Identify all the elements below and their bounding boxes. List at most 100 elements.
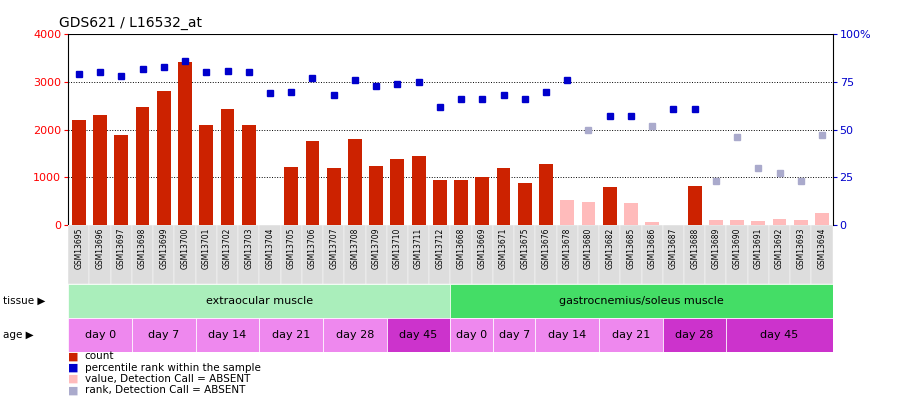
- Bar: [178, 62, 192, 225]
- Bar: [705, 225, 726, 283]
- Bar: [387, 318, 450, 352]
- Bar: [539, 164, 553, 225]
- Bar: [259, 318, 323, 352]
- Text: GSM13685: GSM13685: [626, 228, 635, 269]
- Bar: [790, 225, 812, 283]
- Text: GDS621 / L16532_at: GDS621 / L16532_at: [59, 16, 202, 30]
- Text: count: count: [85, 352, 114, 361]
- Bar: [621, 225, 642, 283]
- Text: day 7: day 7: [499, 330, 530, 340]
- Bar: [748, 225, 769, 283]
- Bar: [93, 115, 107, 225]
- Bar: [812, 225, 833, 283]
- Bar: [581, 202, 595, 225]
- Bar: [175, 225, 196, 283]
- Text: GSM13688: GSM13688: [690, 228, 699, 269]
- Text: extraocular muscle: extraocular muscle: [206, 296, 313, 306]
- Bar: [514, 225, 535, 283]
- Text: GSM13712: GSM13712: [435, 228, 444, 269]
- Bar: [624, 203, 638, 225]
- Bar: [68, 318, 132, 352]
- Bar: [115, 135, 128, 225]
- Text: day 7: day 7: [148, 330, 179, 340]
- Bar: [196, 318, 259, 352]
- Bar: [602, 187, 617, 225]
- Text: ■: ■: [68, 374, 79, 384]
- Bar: [323, 225, 344, 283]
- Bar: [535, 225, 557, 283]
- Text: ■: ■: [68, 352, 79, 361]
- Bar: [238, 225, 259, 283]
- Text: GSM13693: GSM13693: [796, 228, 805, 269]
- Bar: [471, 225, 493, 283]
- Text: day 0: day 0: [456, 330, 487, 340]
- Bar: [132, 225, 153, 283]
- Bar: [284, 167, 298, 225]
- Text: gastrocnemius/soleus muscle: gastrocnemius/soleus muscle: [559, 296, 724, 306]
- Bar: [344, 225, 366, 283]
- Bar: [220, 109, 235, 225]
- Text: GSM13689: GSM13689: [712, 228, 721, 269]
- Text: GSM13708: GSM13708: [350, 228, 359, 269]
- Text: ■: ■: [68, 363, 79, 373]
- Bar: [153, 225, 175, 283]
- Text: GSM13690: GSM13690: [733, 228, 742, 269]
- Bar: [662, 318, 726, 352]
- Text: GSM13698: GSM13698: [138, 228, 147, 269]
- Text: value, Detection Call = ABSENT: value, Detection Call = ABSENT: [85, 374, 250, 384]
- Text: GSM13703: GSM13703: [244, 228, 253, 269]
- Bar: [433, 179, 447, 225]
- Text: GSM13704: GSM13704: [266, 228, 275, 269]
- Bar: [688, 186, 702, 225]
- Text: day 21: day 21: [272, 330, 310, 340]
- Text: GSM13668: GSM13668: [457, 228, 466, 269]
- Bar: [493, 225, 514, 283]
- Bar: [430, 225, 450, 283]
- Bar: [366, 225, 387, 283]
- Bar: [323, 318, 387, 352]
- Bar: [599, 225, 621, 283]
- Text: GSM13701: GSM13701: [202, 228, 211, 269]
- Bar: [242, 125, 256, 225]
- Text: GSM13707: GSM13707: [329, 228, 339, 269]
- Text: GSM13676: GSM13676: [541, 228, 551, 269]
- Bar: [709, 220, 723, 225]
- Bar: [518, 183, 531, 225]
- Bar: [450, 284, 833, 318]
- Bar: [535, 318, 599, 352]
- Bar: [497, 168, 511, 225]
- Bar: [348, 139, 362, 225]
- Bar: [475, 177, 490, 225]
- Bar: [68, 284, 450, 318]
- Bar: [369, 166, 383, 225]
- Text: ■: ■: [68, 386, 79, 395]
- Text: GSM13682: GSM13682: [605, 228, 614, 269]
- Bar: [199, 125, 213, 225]
- Bar: [557, 225, 578, 283]
- Bar: [450, 225, 471, 283]
- Bar: [726, 225, 748, 283]
- Text: day 14: day 14: [208, 330, 247, 340]
- Text: GSM13687: GSM13687: [669, 228, 678, 269]
- Bar: [599, 318, 662, 352]
- Text: day 45: day 45: [399, 330, 438, 340]
- Text: GSM13696: GSM13696: [96, 228, 105, 269]
- Text: day 0: day 0: [85, 330, 116, 340]
- Bar: [196, 225, 217, 283]
- Text: GSM13711: GSM13711: [414, 228, 423, 269]
- Bar: [306, 141, 319, 225]
- Text: day 28: day 28: [675, 330, 713, 340]
- Text: GSM13678: GSM13678: [562, 228, 571, 269]
- Bar: [390, 159, 404, 225]
- Text: GSM13705: GSM13705: [287, 228, 296, 269]
- Bar: [773, 219, 786, 225]
- Bar: [68, 225, 89, 283]
- Text: tissue ▶: tissue ▶: [3, 296, 46, 306]
- Bar: [157, 91, 171, 225]
- Text: percentile rank within the sample: percentile rank within the sample: [85, 363, 260, 373]
- Text: day 14: day 14: [548, 330, 586, 340]
- Bar: [111, 225, 132, 283]
- Bar: [815, 213, 829, 225]
- Bar: [730, 220, 744, 225]
- Bar: [89, 225, 111, 283]
